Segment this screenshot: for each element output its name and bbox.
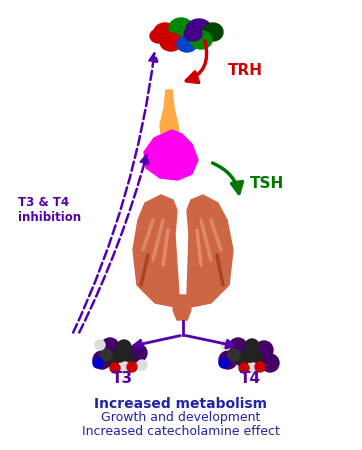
Ellipse shape: [177, 36, 197, 52]
Circle shape: [261, 354, 279, 372]
Circle shape: [121, 353, 135, 367]
Ellipse shape: [154, 23, 176, 41]
Circle shape: [255, 362, 265, 372]
Circle shape: [100, 349, 112, 361]
Circle shape: [105, 353, 119, 367]
Circle shape: [235, 352, 249, 366]
Ellipse shape: [190, 31, 212, 49]
Circle shape: [249, 352, 263, 366]
Circle shape: [137, 360, 147, 370]
Polygon shape: [133, 195, 179, 307]
Text: Growth and development: Growth and development: [101, 411, 261, 424]
Circle shape: [113, 348, 127, 362]
Ellipse shape: [169, 18, 193, 38]
Text: Increased catecholamine effect: Increased catecholamine effect: [82, 425, 280, 438]
Circle shape: [248, 363, 258, 373]
Circle shape: [120, 362, 130, 372]
Circle shape: [229, 338, 247, 356]
Ellipse shape: [150, 29, 168, 43]
Polygon shape: [173, 295, 191, 320]
Circle shape: [221, 340, 231, 350]
Circle shape: [127, 362, 137, 372]
Circle shape: [239, 363, 249, 373]
Circle shape: [93, 351, 111, 369]
Ellipse shape: [186, 19, 212, 41]
Polygon shape: [187, 195, 233, 307]
Circle shape: [219, 358, 229, 368]
Circle shape: [93, 358, 103, 368]
Ellipse shape: [184, 27, 202, 41]
Circle shape: [110, 363, 120, 373]
Circle shape: [245, 339, 259, 353]
Circle shape: [228, 349, 240, 361]
Polygon shape: [160, 90, 180, 142]
Circle shape: [117, 340, 131, 354]
Circle shape: [219, 351, 237, 369]
Text: T3 & T4
inhibition: T3 & T4 inhibition: [18, 196, 81, 224]
Text: T3: T3: [111, 371, 132, 386]
Circle shape: [129, 344, 147, 362]
Ellipse shape: [160, 33, 182, 51]
Circle shape: [243, 348, 257, 362]
Polygon shape: [144, 130, 198, 180]
Text: T4: T4: [239, 371, 261, 386]
Circle shape: [95, 340, 105, 350]
Text: TSH: TSH: [250, 176, 284, 191]
Circle shape: [255, 341, 273, 359]
Text: TRH: TRH: [228, 63, 263, 78]
Ellipse shape: [203, 23, 223, 41]
Text: Increased metabolism: Increased metabolism: [94, 397, 268, 411]
Circle shape: [101, 338, 119, 356]
